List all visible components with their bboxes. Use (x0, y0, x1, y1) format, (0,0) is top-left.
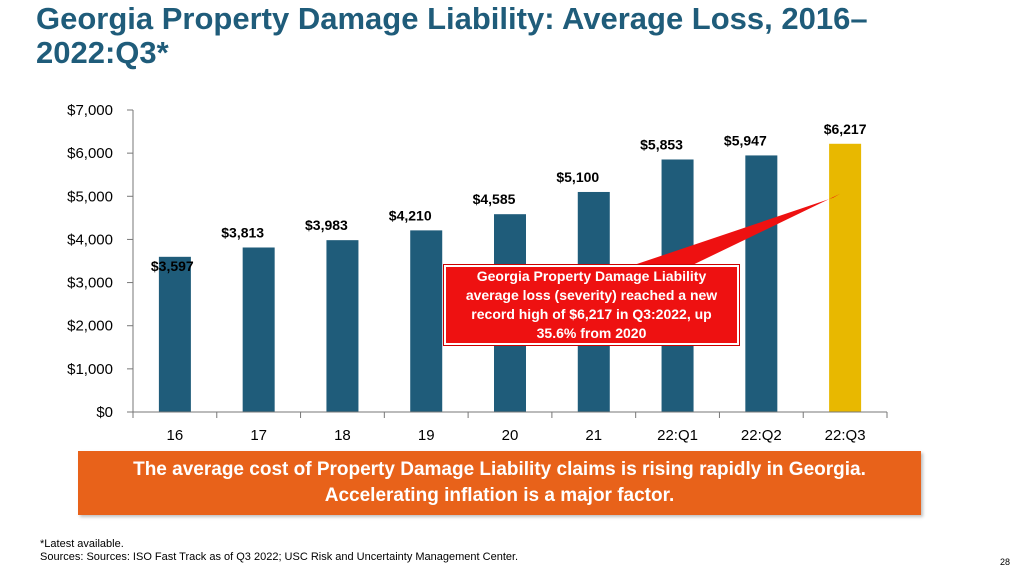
x-tick-label: 17 (250, 427, 267, 444)
y-tick-label: $3,000 (67, 275, 113, 292)
page-title: Georgia Property Damage Liability: Avera… (36, 1, 868, 70)
callout-box: Georgia Property Damage Liability averag… (444, 265, 739, 345)
y-tick-label: $0 (96, 404, 113, 421)
y-tick-label: $1,000 (67, 361, 113, 378)
y-axis: $0 $1,000 $2,000 $3,000 $4,000 $5,000 $6,000 $7… (67, 102, 134, 421)
data-label: $5,853 (640, 136, 683, 152)
x-tick-label: 19 (418, 427, 435, 444)
data-label: $4,210 (389, 207, 432, 223)
data-label: $5,947 (724, 132, 767, 148)
x-tick-label: 22:Q3 (825, 427, 866, 444)
data-label: $5,100 (556, 169, 599, 185)
y-tick-label: $7,000 (67, 102, 113, 119)
y-tick-label: $4,000 (67, 231, 113, 248)
data-label: $4,585 (473, 191, 516, 207)
footnote-latest: *Latest available. (40, 538, 124, 550)
bar (158, 256, 191, 412)
bar (745, 155, 778, 412)
bar-chart: $0 $1,000 $2,000 $3,000 $4,000 $5,000 $6,000 $7… (67, 102, 888, 444)
x-tick-label: 21 (585, 427, 602, 444)
summary-banner: The average cost of Property Damage Liab… (78, 451, 921, 515)
x-tick-label: 22:Q1 (657, 427, 698, 444)
bar (326, 240, 359, 412)
data-label: $6,217 (824, 121, 867, 137)
y-tick-label: $5,000 (67, 188, 113, 205)
x-tick-label: 20 (502, 427, 519, 444)
data-label: $3,983 (305, 217, 348, 233)
y-tick-label: $2,000 (67, 318, 113, 335)
bar (829, 143, 862, 412)
y-tick-label: $6,000 (67, 145, 113, 162)
page-number: 28 (1000, 557, 1011, 567)
x-tick-label: 18 (334, 427, 351, 444)
data-label: $3,813 (221, 224, 264, 240)
data-labels: $3,597 $3,813 $3,983 $4,210 $4,585 $5,100 $5,8… (151, 121, 867, 274)
data-label: $3,597 (151, 258, 194, 274)
footnote: *Latest available. Sources: Sources: ISO… (40, 538, 518, 564)
bar (242, 247, 275, 412)
x-tick-label: 16 (167, 427, 184, 444)
bar (410, 230, 443, 412)
x-axis: 16 17 18 19 20 21 22:Q1 22:Q2 22:Q3 (132, 411, 888, 444)
x-tick-label: 22:Q2 (741, 427, 782, 444)
footnote-sources: Sources: Sources: ISO Fast Track as of Q… (40, 551, 519, 563)
